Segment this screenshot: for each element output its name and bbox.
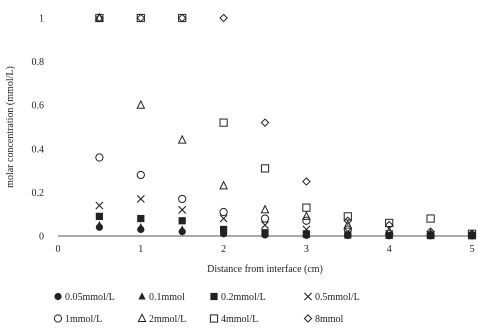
data-point: [179, 206, 186, 213]
legend-label: 1mmol/L: [65, 314, 102, 325]
y-tick-label: 1: [39, 14, 44, 25]
data-point: [220, 14, 227, 21]
legend-item: 1mmol/L: [54, 314, 102, 325]
data-point: [427, 215, 434, 222]
legend-label: 4mmol/L: [221, 314, 258, 325]
data-point: [303, 212, 310, 219]
data-point: [137, 14, 144, 21]
data-point: [137, 101, 144, 108]
data-point: [179, 14, 186, 21]
y-tick-label: 0.6: [32, 101, 45, 112]
data-point: [220, 182, 227, 189]
x-tick-label: 4: [387, 244, 392, 255]
series-0.2mmol/L: [96, 213, 476, 240]
data-point: [179, 195, 186, 202]
x-tick-labels: 0 1 2 3 4 5: [56, 244, 475, 255]
data-point: [220, 119, 227, 126]
y-tick-label: 0: [39, 232, 44, 243]
legend-item: 4mmol/L: [210, 314, 258, 325]
legend-marker: [138, 314, 145, 321]
y-tick-label: 0.2: [32, 188, 45, 199]
data-point: [220, 226, 227, 233]
legend-label: 0.1mmol: [149, 292, 185, 303]
data-point: [137, 171, 144, 178]
data-point: [179, 217, 186, 224]
data-point: [261, 229, 268, 236]
data-point: [96, 202, 103, 209]
data-point: [179, 136, 186, 143]
data-point: [137, 223, 144, 230]
data-point: [261, 119, 268, 126]
x-tick-label: 0: [56, 244, 61, 255]
legend-item: 0.05mmol/L: [54, 292, 114, 303]
series-0.05mmol/L: [96, 224, 476, 240]
legend-label: 0.05mmol/L: [65, 292, 115, 303]
series-4mmol/L: [96, 14, 476, 237]
legend-label: 8mmol: [315, 314, 344, 325]
data-point: [96, 213, 103, 220]
data-point: [386, 219, 393, 226]
series-0.5mmol/L: [96, 195, 476, 239]
legend-item: 0.1mmol: [138, 292, 185, 303]
data-point: [261, 215, 268, 222]
series-2mmol/L: [96, 14, 476, 238]
legend-item: 0.2mmol/L: [210, 292, 265, 303]
y-axis-title: molar concentration (mmol/L): [5, 66, 16, 188]
legend-item: 0.5mmol/L: [304, 292, 359, 303]
axes: 0 1 2 3 4 5 0 0.2 0.4 0.6 0.8 1 Distance from inte…: [5, 14, 475, 276]
y-tick-label: 0.8: [32, 57, 45, 68]
y-tick-labels: 0 0.2 0.4 0.6 0.8 1: [32, 14, 45, 243]
data-point: [261, 206, 268, 213]
data-point: [96, 221, 103, 228]
data-point: [137, 195, 144, 202]
legend-item: 2mmol/L: [138, 314, 186, 325]
data-point: [96, 154, 103, 161]
legend-label: 0.5mmol/L: [315, 292, 360, 303]
data-point: [179, 14, 186, 21]
legend-marker: [54, 293, 61, 300]
y-tick-label: 0.4: [32, 144, 45, 155]
legend-label: 0.2mmol/L: [221, 292, 266, 303]
legend-marker: [304, 293, 311, 300]
legend-marker: [304, 315, 311, 322]
x-axis-title: Distance from interface (cm): [207, 264, 323, 275]
data-point: [344, 213, 351, 220]
series-1mmol/L: [96, 154, 476, 239]
data-point: [137, 14, 144, 21]
data-point: [179, 225, 186, 232]
legend-marker: [210, 315, 217, 322]
series-8mmol: [96, 14, 476, 237]
x-tick-label: 2: [221, 244, 226, 255]
x-tick-label: 3: [304, 244, 309, 255]
data-point: [303, 178, 310, 185]
legend-item: 8mmol: [304, 314, 343, 325]
legend-marker: [210, 293, 217, 300]
x-tick-label: 5: [470, 244, 475, 255]
legend-label: 2mmol/L: [149, 314, 186, 325]
legend-marker: [54, 315, 61, 322]
data-point: [220, 208, 227, 215]
data-point: [137, 215, 144, 222]
x-tick-label: 1: [138, 244, 143, 255]
plot-area: [96, 14, 476, 240]
data-point: [303, 204, 310, 211]
legend-marker: [138, 292, 145, 299]
data-point: [261, 165, 268, 172]
legend: 0.05mmol/L 0.1mmol 0.2mmol/L 0.5mmol/L 1mmol…: [54, 292, 359, 325]
